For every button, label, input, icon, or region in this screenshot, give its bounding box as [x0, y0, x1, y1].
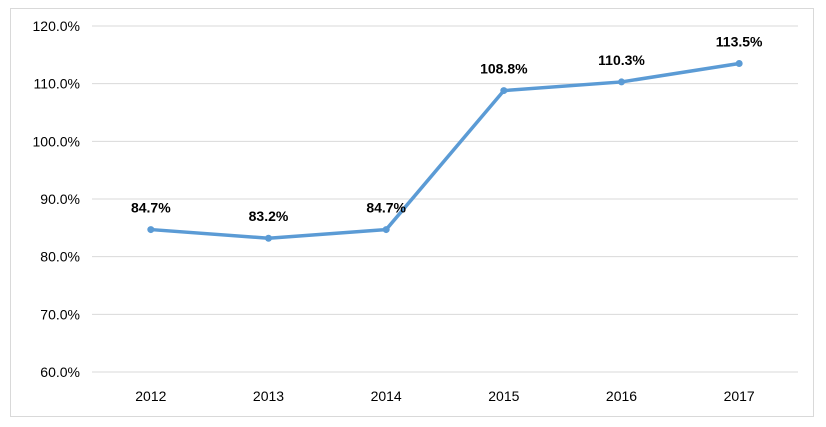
series-line-group [147, 59, 743, 242]
y-tick-label: 100.0% [33, 133, 80, 149]
data-point [147, 226, 155, 234]
data-point [618, 78, 625, 86]
data-point [265, 234, 272, 242]
x-tick-label: 2013 [253, 388, 284, 404]
data-label: 110.3% [598, 52, 645, 68]
x-tick-label: 2012 [135, 388, 166, 404]
data-label: 84.7% [366, 200, 406, 216]
x-tick-label: 2015 [488, 388, 519, 404]
x-axis-ticks: 2012 2013 2014 2015 2016 2017 [135, 388, 755, 404]
y-tick-label: 110.0% [34, 76, 80, 92]
x-tick-label: 2016 [606, 388, 637, 404]
y-tick-label: 60.0% [40, 364, 80, 380]
y-axis-ticks: 60.0% 70.0% 80.0% 90.0% 100.0% 110.0% 120.0% [33, 18, 80, 380]
data-point [735, 59, 743, 67]
data-label: 113.5% [716, 33, 763, 49]
data-point [382, 226, 390, 234]
y-tick-label: 70.0% [40, 306, 80, 322]
y-tick-label: 80.0% [40, 249, 80, 265]
data-label: 84.7% [131, 200, 171, 216]
data-point [500, 87, 508, 95]
data-label: 108.8% [480, 61, 528, 77]
x-tick-label: 2017 [724, 388, 755, 404]
data-labels: 84.7% 83.2% 84.7% 108.8% 110.3% 113.5% [131, 33, 763, 224]
chart-frame [10, 8, 814, 417]
data-label: 83.2% [249, 208, 289, 224]
x-tick-label: 2014 [371, 388, 402, 404]
y-tick-label: 120.0% [33, 18, 80, 34]
y-tick-label: 90.0% [40, 191, 80, 207]
gridlines [92, 25, 798, 373]
series-line [149, 61, 741, 240]
